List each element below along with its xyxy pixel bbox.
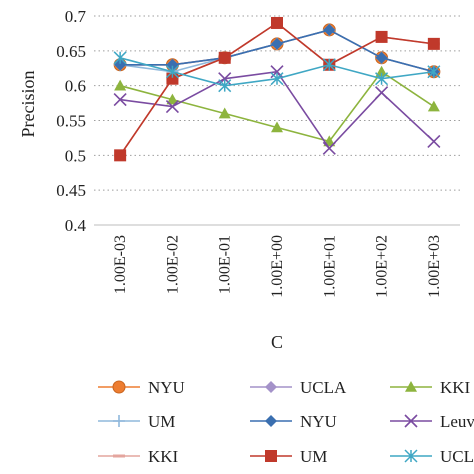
series-kki — [114, 65, 440, 147]
legend-label: NYU — [300, 412, 337, 431]
legend-item: NYU — [250, 412, 337, 431]
y-tick-label: 0.7 — [65, 7, 87, 26]
legend-item: KKI — [390, 378, 471, 397]
legend-swatch-marker — [265, 381, 277, 393]
legend-label: Leuven — [440, 412, 474, 431]
y-axis-ticks: 0.4 0.45 0.5 0.55 0.6 0.65 0.7 — [56, 7, 86, 235]
legend-item: Leuven — [390, 412, 474, 431]
x-axis-title: C — [271, 332, 283, 352]
y-tick-label: 0.65 — [56, 42, 86, 61]
x-tick-label: 1.00E-01 — [217, 235, 234, 294]
data-point — [375, 30, 388, 43]
data-point — [270, 72, 284, 86]
legend-swatch-marker — [404, 449, 418, 463]
data-point — [375, 86, 389, 100]
legend-item: NYU — [98, 378, 185, 397]
legend-swatch-marker — [265, 415, 277, 427]
series-ucla — [113, 51, 441, 93]
legend-item: UM — [250, 447, 327, 466]
y-axis-title: Precision — [18, 71, 38, 138]
legend-item: KKI — [98, 447, 179, 466]
data-point — [114, 58, 127, 71]
legend-label: UM — [148, 412, 175, 431]
data-point — [322, 141, 336, 155]
x-tick-label: 1.00E+03 — [426, 235, 443, 298]
data-point — [375, 65, 388, 77]
series-group — [113, 16, 441, 162]
x-tick-label: 1.00E-02 — [164, 235, 181, 294]
legend-label: KKI — [148, 447, 179, 466]
legend-item: UCLA — [390, 447, 474, 466]
data-point — [271, 37, 283, 50]
data-point — [114, 149, 127, 162]
data-point — [375, 72, 389, 86]
data-point — [165, 65, 179, 79]
legend-label: NYU — [148, 378, 185, 397]
data-point — [166, 93, 179, 105]
legend-swatch-marker — [113, 415, 125, 427]
data-point — [271, 16, 283, 29]
data-point — [218, 107, 231, 119]
y-tick-label: 0.55 — [56, 112, 86, 131]
y-tick-label: 0.4 — [65, 216, 87, 235]
data-point — [427, 37, 440, 50]
data-point — [113, 51, 127, 65]
legend-item: UCLA — [250, 378, 347, 397]
data-point — [427, 100, 440, 112]
data-point — [375, 51, 388, 64]
legend-swatch-marker — [405, 381, 417, 392]
legend-label: UM — [300, 447, 327, 466]
legend-swatch-marker — [265, 450, 277, 462]
x-tick-label: 1.00E+00 — [269, 235, 286, 298]
x-tick-label: 1.00E+01 — [321, 235, 338, 298]
x-tick-label: 1.00E-03 — [112, 235, 129, 294]
x-axis-ticks: 1.00E-03 1.00E-02 1.00E-01 1.00E+00 1.00E+01… — [112, 235, 443, 298]
x-tick-label: 1.00E+02 — [374, 235, 391, 298]
y-tick-label: 0.5 — [65, 146, 86, 165]
data-point — [323, 23, 336, 36]
legend-label: UCLA — [440, 447, 474, 466]
y-tick-label: 0.45 — [56, 181, 86, 200]
data-point — [427, 134, 441, 148]
legend-item: UM — [98, 412, 175, 431]
data-point — [322, 58, 336, 72]
data-point — [165, 100, 179, 114]
legend-swatch-marker — [112, 380, 126, 394]
legend: NYU UCLA KKI UM NYU Leuven KKI UM UCLA — [98, 378, 474, 466]
legend-swatch-marker — [404, 414, 418, 428]
data-point — [271, 121, 283, 133]
legend-label: UCLA — [300, 378, 347, 397]
data-point — [427, 65, 441, 79]
data-point — [113, 93, 127, 107]
legend-swatch-marker — [113, 454, 125, 458]
data-point — [218, 79, 232, 93]
data-point — [114, 79, 127, 91]
y-tick-label: 0.6 — [65, 77, 86, 96]
data-point — [218, 51, 231, 64]
legend-label: KKI — [440, 378, 471, 397]
